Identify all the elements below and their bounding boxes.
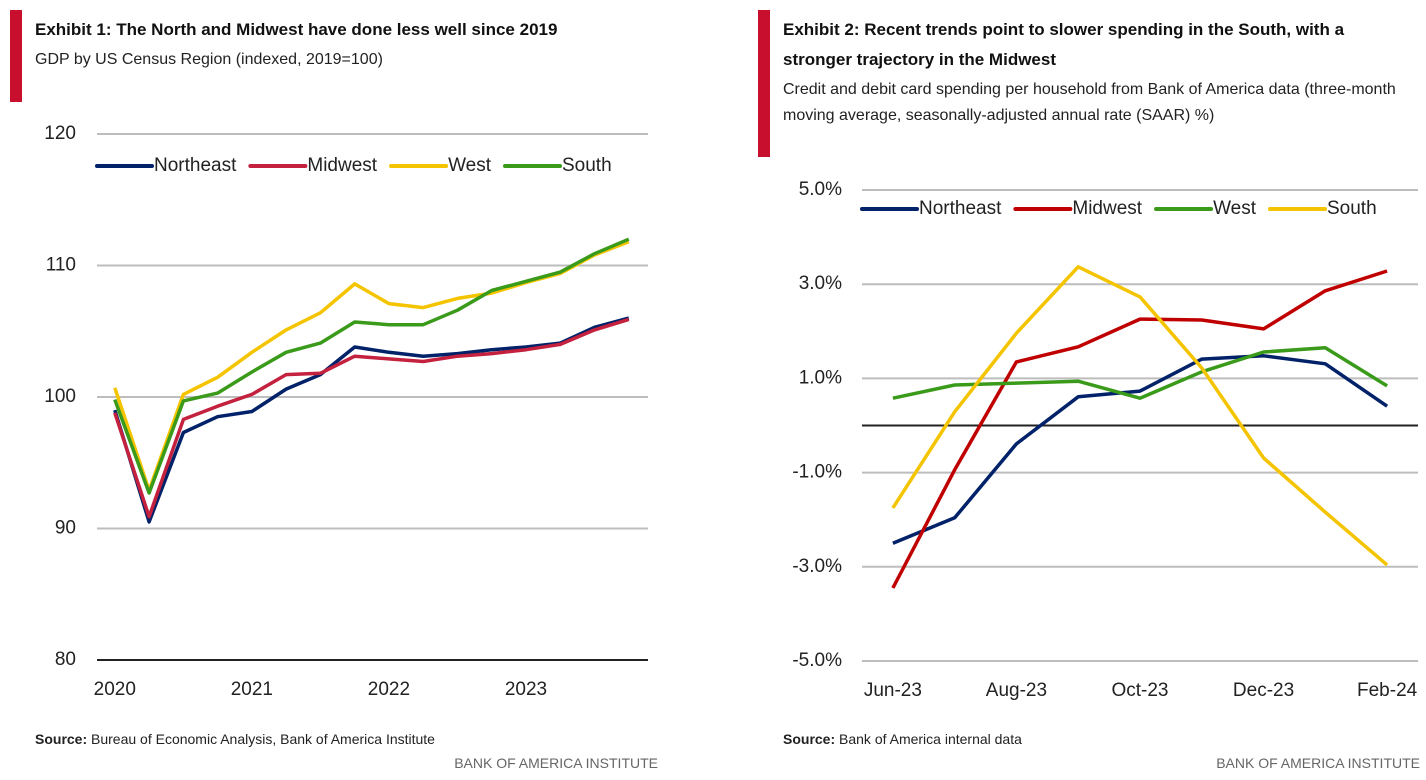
source-label: Source: [783, 731, 836, 747]
source-text: Bureau of Economic Analysis, Bank of Ame… [91, 731, 435, 747]
x-tick-label: 2022 [368, 679, 410, 700]
y-tick-label: 120 [44, 123, 76, 144]
chart-title: Exhibit 1: The North and Midwest have do… [35, 20, 558, 39]
chart-title: Exhibit 2: Recent trends point to slower… [783, 20, 1345, 69]
x-tick-label: Oct-23 [1111, 680, 1168, 701]
legend-label: West [1213, 198, 1257, 219]
series-line [891, 269, 1388, 589]
x-tick-label: Aug-23 [986, 680, 1047, 701]
chart-subtitle: GDP by US Census Region (indexed, 2019=1… [35, 51, 383, 68]
legend-label: West [448, 155, 492, 176]
y-tick-label: -5.0% [792, 650, 842, 671]
legend-label: Midwest [307, 155, 377, 176]
y-tick-label: -3.0% [792, 556, 842, 577]
y-tick-label: 1.0% [799, 367, 842, 388]
source-text: Bank of America internal data [839, 731, 1022, 747]
x-tick-label: Feb-24 [1357, 680, 1418, 701]
legend-label: Midwest [1072, 198, 1142, 219]
legend-label: South [562, 155, 612, 176]
source: Source: Bank of America internal data [783, 731, 1022, 747]
series-line [113, 316, 630, 524]
accent-bar [10, 10, 22, 102]
y-tick-label: 80 [55, 649, 76, 670]
legend-label: Northeast [919, 198, 1002, 219]
legend-label: Northeast [154, 155, 237, 176]
footer: BANK OF AMERICA INSTITUTE [454, 755, 658, 771]
footer: BANK OF AMERICA INSTITUTE [1216, 755, 1420, 771]
x-tick-label: 2020 [94, 679, 136, 700]
series-line [891, 265, 1389, 567]
y-tick-label: 3.0% [799, 273, 842, 294]
legend-label: South [1327, 198, 1377, 219]
series-line [892, 354, 1389, 545]
source: Source: Bureau of Economic Analysis, Ban… [35, 731, 435, 747]
x-tick-label: 2023 [505, 679, 547, 700]
x-tick-label: Dec-23 [1233, 680, 1294, 701]
y-tick-label: 100 [44, 386, 76, 407]
x-tick-label: Jun-23 [864, 680, 922, 701]
chart-subtitle: Credit and debit card spending per house… [783, 81, 1396, 124]
series-line [113, 317, 630, 519]
y-tick-label: 110 [46, 255, 76, 276]
y-tick-label: 90 [55, 518, 76, 539]
x-tick-label: 2021 [231, 679, 273, 700]
accent-bar [758, 10, 770, 157]
y-tick-label: -1.0% [792, 462, 842, 483]
source-label: Source: [35, 731, 88, 747]
series-line [113, 240, 630, 493]
y-tick-label: 5.0% [799, 179, 842, 200]
series-line [113, 237, 630, 495]
